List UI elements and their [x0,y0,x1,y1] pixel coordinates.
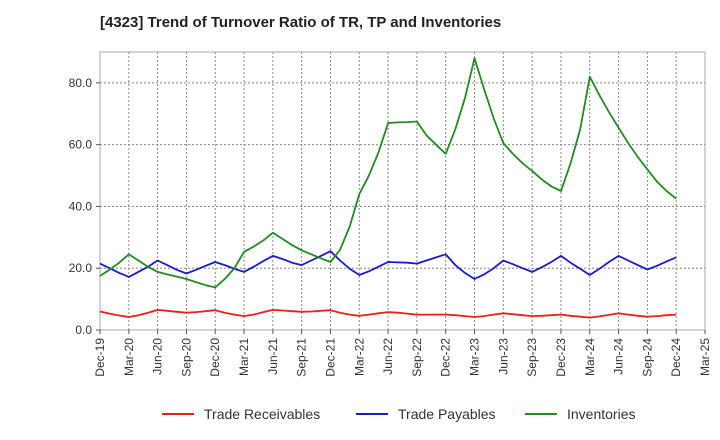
x-tick-label: Jun-21 [266,338,280,375]
x-tick-label: Jun-23 [496,338,510,375]
x-tick-label: Mar-22 [352,338,366,376]
x-tick-label: Jun-22 [381,338,395,375]
series-line-inventories [99,57,677,289]
chart-title: [4323] Trend of Turnover Ratio of TR, TP… [100,14,502,31]
x-tick-label: Mar-25 [698,338,712,376]
x-tick-label: Mar-23 [468,338,482,376]
x-tick-label: Dec-21 [323,338,337,377]
x-tick-label: Dec-20 [208,338,222,377]
x-tick-label: Dec-23 [554,338,568,377]
x-tick-label: Dec-19 [93,338,107,377]
x-tick-label: Sep-23 [525,338,539,377]
legend-label-inventories: Inventories [567,406,635,422]
series-layer [99,57,677,319]
axis-layer: Dec-19 Mar-20 Jun-20 Sep-20 Dec-20 Mar-21 Jun-… [69,76,712,377]
y-tick-label: 0.0 [75,323,92,337]
plot-area [99,51,706,331]
x-tick-label: Dec-22 [439,338,453,377]
y-tick-label: 80.0 [69,76,93,90]
x-tick-label: Jun-20 [151,338,165,375]
y-tick-label: 60.0 [69,138,93,152]
series-line-trade-receivables [99,308,677,319]
x-tick-label: Dec-24 [669,338,683,377]
x-tick-label: Sep-21 [295,338,309,377]
x-tick-label: Mar-24 [583,338,597,376]
x-tick-label: Sep-24 [640,338,654,377]
legend-label-trade-receivables: Trade Receivables [204,406,320,422]
y-tick-label: 40.0 [69,199,93,213]
legend: Trade Receivables Trade Payables Inventori… [162,406,635,422]
x-tick-label: Mar-20 [122,338,136,376]
y-tick-label: 20.0 [69,261,93,275]
series-line-trade-payables [99,250,677,280]
x-tick-label: Sep-22 [410,338,424,377]
x-tick-label: Mar-21 [237,338,251,376]
legend-label-trade-payables: Trade Payables [398,406,496,422]
x-tick-label: Jun-24 [612,338,626,375]
x-tick-label: Sep-20 [179,338,193,377]
